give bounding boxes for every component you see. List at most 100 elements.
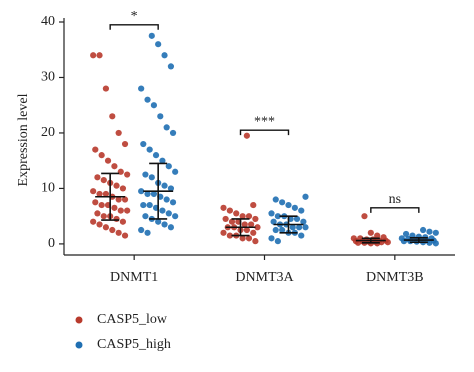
data-point — [155, 218, 162, 225]
data-point — [279, 226, 286, 234]
data-point — [115, 129, 122, 137]
significance-label: * — [131, 9, 138, 24]
data-point — [243, 226, 250, 234]
data-point — [142, 213, 149, 220]
data-point — [426, 228, 433, 235]
y-tick-label: 0 — [48, 236, 55, 251]
data-point — [150, 190, 158, 198]
data-point — [250, 229, 257, 236]
data-point — [163, 196, 170, 203]
data-point — [124, 207, 131, 214]
data-point — [239, 235, 246, 242]
data-point — [96, 190, 103, 198]
data-point — [291, 204, 298, 211]
x-tick-label: DNMT3B — [366, 270, 424, 285]
data-point — [111, 204, 118, 211]
data-point — [172, 168, 179, 175]
data-point — [374, 232, 381, 239]
data-point — [109, 113, 116, 120]
data-point — [239, 213, 246, 220]
data-point — [161, 52, 168, 59]
data-point — [432, 229, 439, 236]
data-point — [172, 213, 179, 220]
data-point — [270, 218, 277, 225]
significance-label: *** — [254, 114, 275, 129]
data-point — [298, 232, 305, 239]
data-point — [113, 215, 120, 223]
y-tick-label: 20 — [41, 125, 55, 140]
y-axis-label: Expression level — [16, 93, 31, 186]
data-point — [252, 238, 259, 245]
data-point — [124, 171, 131, 178]
data-point — [115, 196, 122, 203]
data-point — [402, 230, 410, 238]
data-point — [109, 226, 116, 234]
data-point — [222, 215, 229, 223]
data-point — [117, 168, 124, 175]
data-point — [167, 224, 175, 231]
data-point — [285, 201, 292, 209]
y-tick-label: 30 — [41, 70, 55, 85]
data-point — [293, 215, 301, 223]
significance-bracket — [370, 207, 420, 213]
data-point — [102, 85, 110, 92]
data-point — [226, 232, 233, 239]
data-point — [296, 224, 303, 231]
data-point — [400, 238, 408, 245]
data-point — [169, 199, 177, 206]
legend-label: CASP5_high — [97, 337, 171, 352]
y-tick-label: 40 — [41, 14, 55, 29]
data-point — [140, 201, 147, 209]
y-tick-label: 10 — [41, 181, 55, 196]
data-point — [245, 213, 253, 220]
data-point — [248, 221, 255, 228]
x-tick-label: DNMT3A — [235, 270, 294, 285]
data-point — [140, 140, 147, 148]
data-point — [144, 190, 151, 198]
data-point — [426, 239, 433, 246]
data-point — [142, 171, 149, 178]
data-point — [144, 96, 151, 103]
data-point — [254, 224, 261, 231]
data-point — [119, 218, 127, 225]
data-point — [220, 229, 227, 236]
data-point — [165, 210, 172, 217]
data-point — [419, 226, 427, 234]
data-point — [148, 174, 155, 181]
legend-marker — [75, 341, 83, 349]
data-point — [119, 185, 127, 192]
data-point — [150, 102, 158, 109]
data-point — [155, 41, 162, 48]
significance-bracket — [239, 129, 290, 136]
legend-marker — [75, 316, 83, 324]
data-point — [159, 157, 166, 164]
data-point — [163, 124, 170, 131]
data-point — [121, 232, 129, 239]
data-point — [100, 177, 107, 184]
data-point — [102, 224, 110, 231]
data-point — [90, 188, 97, 195]
data-point — [90, 218, 97, 225]
data-point — [148, 32, 155, 39]
data-point — [302, 224, 309, 231]
data-point — [117, 207, 124, 214]
data-point — [367, 229, 374, 236]
data-point — [94, 174, 101, 181]
data-point — [289, 224, 296, 231]
data-point — [98, 152, 105, 159]
data-point — [121, 196, 129, 203]
data-point — [113, 182, 120, 189]
data-point — [121, 140, 129, 148]
data-point — [111, 163, 118, 170]
data-point — [228, 218, 236, 225]
data-point — [146, 201, 153, 209]
data-point — [138, 226, 145, 234]
data-point — [115, 229, 122, 236]
significance-bracket — [109, 24, 159, 30]
data-point — [268, 235, 275, 242]
data-point — [384, 239, 391, 246]
data-point — [144, 229, 151, 236]
data-point — [152, 152, 160, 159]
data-point — [272, 226, 279, 234]
